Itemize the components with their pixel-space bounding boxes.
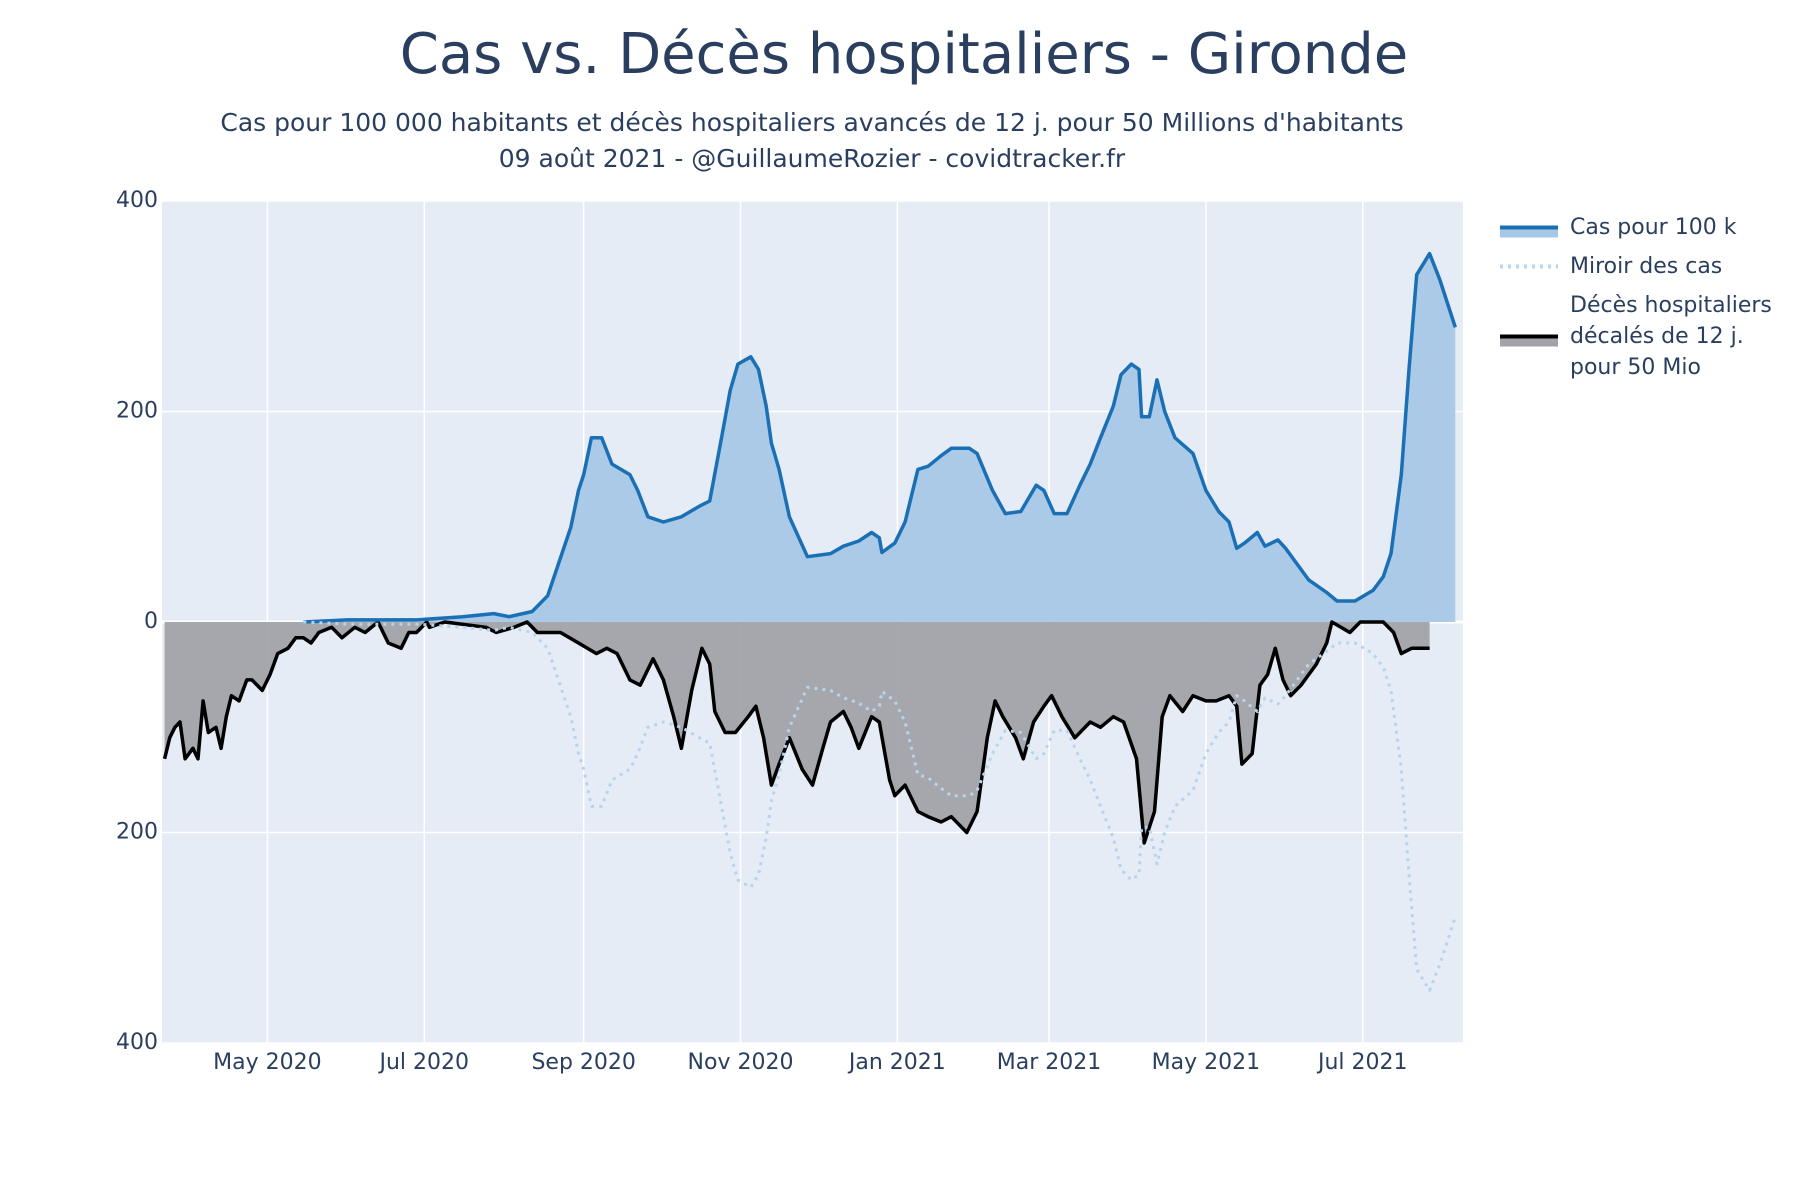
y-tick-label: 0: [144, 609, 158, 634]
chart-subtitle: 09 août 2021 - @GuillaumeRozier - covidt…: [499, 144, 1126, 173]
legend-entry[interactable]: Miroir des cas: [1500, 251, 1772, 282]
area: [303, 253, 1456, 622]
legend-label: Décès hospitaliers décalés de 12 j. pour…: [1570, 293, 1772, 380]
x-tick-label: Nov 2020: [688, 1050, 794, 1075]
legend-label: Cas pour 100 k: [1570, 215, 1737, 240]
x-tick-label: Mar 2021: [997, 1050, 1102, 1075]
legend-symbol: [1500, 334, 1558, 347]
chart-subtitle: Cas pour 100 000 habitants et décès hosp…: [220, 108, 1403, 137]
legend-entry[interactable]: Cas pour 100 k: [1500, 212, 1772, 243]
legend-label: Miroir des cas: [1570, 254, 1723, 279]
area: [164, 622, 1430, 843]
line: [162, 620, 1430, 845]
chart-title: Cas vs. Décès hospitaliers - Gironde: [400, 22, 1409, 87]
x-tick-label: May 2021: [1152, 1050, 1260, 1075]
x-tick-label: Jul 2021: [1316, 1050, 1408, 1075]
legend-symbol: [1500, 264, 1558, 269]
legend-entry[interactable]: Décès hospitaliers décalés de 12 j. pour…: [1500, 290, 1772, 383]
line: [303, 251, 1457, 624]
x-tick-label: May 2020: [213, 1050, 321, 1075]
legend-fill: [1500, 336, 1558, 347]
x-tick-label: Jan 2021: [847, 1050, 946, 1075]
x-tick-label: Sep 2020: [531, 1050, 635, 1075]
y-tick-label: 200: [116, 820, 158, 845]
legend: Cas pour 100 k Miroir des cas Décès hospit…: [1500, 212, 1772, 391]
x-tick-label: Jul 2020: [377, 1050, 469, 1075]
y-tick-label: 400: [116, 188, 158, 213]
legend-fill: [1500, 227, 1558, 238]
y-tick-label: 400: [116, 1030, 158, 1055]
legend-symbol: [1500, 225, 1558, 238]
y-tick-label: 200: [116, 399, 158, 424]
